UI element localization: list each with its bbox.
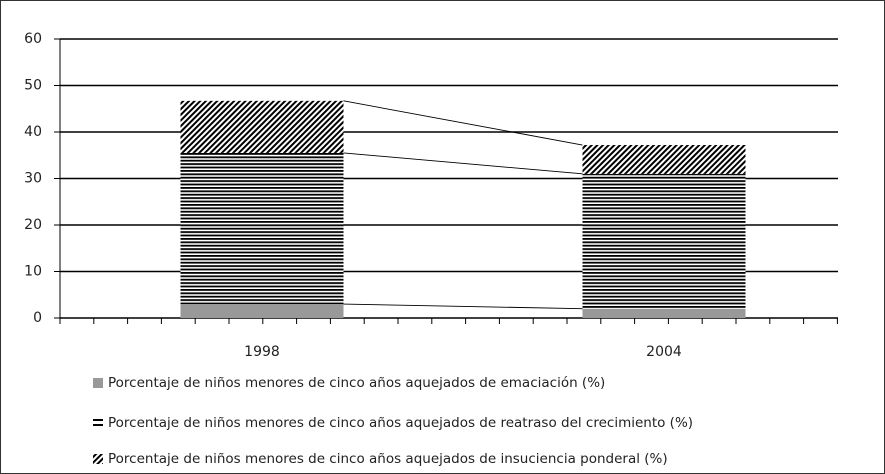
y-tick-label: 40 xyxy=(24,124,42,140)
x-tick-label: 1998 xyxy=(244,344,280,360)
bar-segment xyxy=(582,173,746,309)
bar-segment xyxy=(180,100,344,153)
x-tick-label: 2004 xyxy=(646,344,682,360)
legend-swatch xyxy=(93,378,103,388)
legend-swatch xyxy=(93,424,103,426)
connector-line xyxy=(343,152,583,175)
bar-segment xyxy=(180,304,344,318)
legend-label: Porcentaje de niños menores de cinco año… xyxy=(108,451,668,467)
y-tick-label: 10 xyxy=(24,264,42,280)
y-tick-label: 50 xyxy=(24,78,42,94)
connector-line xyxy=(343,100,583,146)
connector-line xyxy=(343,303,583,310)
y-tick-label: 20 xyxy=(24,217,42,233)
bar-segment xyxy=(582,145,746,174)
legend-swatch xyxy=(93,419,103,421)
y-tick-label: 30 xyxy=(24,171,42,187)
bar-segment xyxy=(180,152,344,305)
y-tick-label: 60 xyxy=(24,31,42,47)
legend-label: Porcentaje de niños menores de cinco año… xyxy=(108,375,605,391)
y-tick-label: 0 xyxy=(33,310,42,326)
bar-segment xyxy=(582,308,746,318)
legend-label: Porcentaje de niños menores de cinco año… xyxy=(108,415,693,431)
legend-swatch xyxy=(93,454,103,464)
